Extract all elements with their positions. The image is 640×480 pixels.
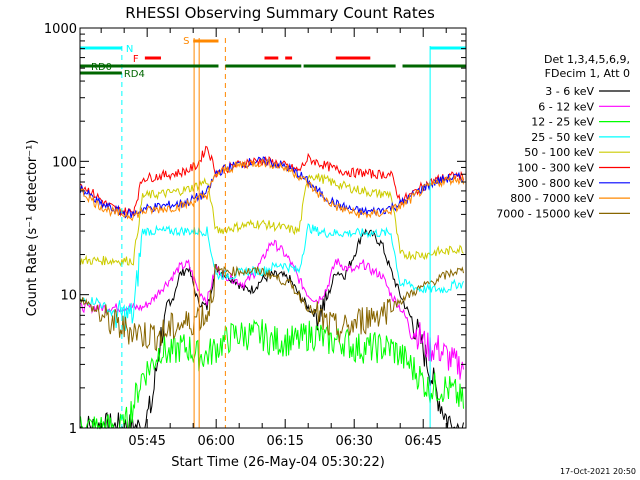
legend-label: 3 - 6 keV xyxy=(545,85,594,98)
series-line-1 xyxy=(80,239,464,380)
legend-header: Det 1,3,4,5,6,9, xyxy=(544,53,630,66)
series-line-5 xyxy=(80,145,464,217)
legend: Det 1,3,4,5,6,9,FDecim 1, Att 0 3 - 6 keV… xyxy=(496,53,630,220)
legend-label: 800 - 7000 keV xyxy=(510,192,594,205)
legend-label: 300 - 800 keV xyxy=(517,177,594,190)
legend-label: 6 - 12 keV xyxy=(538,100,594,113)
night-flag-label: N xyxy=(126,44,133,55)
x-tick-label: 05:45 xyxy=(128,434,165,449)
series-line-2 xyxy=(80,318,464,430)
rd0-flag-label: RD0 xyxy=(91,62,112,73)
x-axis-title: Start Time (26-May-04 05:30:22) xyxy=(171,455,385,470)
series-line-4 xyxy=(80,173,464,267)
series-line-6 xyxy=(80,156,464,219)
chart-title: RHESSI Observing Summary Count Rates xyxy=(125,4,435,22)
series-line-3 xyxy=(80,223,464,331)
legend-label: 25 - 50 keV xyxy=(531,131,594,144)
x-tick-label: 06:45 xyxy=(404,434,441,449)
legend-label: 12 - 25 keV xyxy=(531,116,594,129)
x-tick-label: 06:15 xyxy=(266,434,303,449)
x-tick-label: 06:30 xyxy=(335,434,372,449)
x-axis: 05:45 06:00 06:15 06:30 06:45 xyxy=(100,28,447,449)
y-axis-title: Count Rate (s⁻¹ detector⁻¹) xyxy=(25,140,40,317)
series-line-7 xyxy=(80,157,464,222)
legend-label: 7000 - 15000 keV xyxy=(496,207,594,220)
x-tick-label: 06:00 xyxy=(197,434,234,449)
legend-label: 50 - 100 keV xyxy=(524,146,594,159)
saa-flag-label: S xyxy=(183,36,189,47)
y-tick-label: 100 xyxy=(52,155,77,170)
rd4-flag-label: RD4 xyxy=(124,69,145,80)
legend-label: 100 - 300 keV xyxy=(517,162,594,175)
flare-flag-label: F xyxy=(133,54,139,65)
plot-frame xyxy=(79,27,467,429)
series-line-8 xyxy=(80,263,464,352)
footer-date: 17-Oct-2021 20:50 xyxy=(560,467,636,476)
legend-header: FDecim 1, Att 0 xyxy=(545,67,630,80)
y-tick-label: 1 xyxy=(69,422,77,437)
y-tick-label: 1000 xyxy=(44,22,77,37)
y-axis: 1 10 100 1000 xyxy=(44,22,466,437)
y-tick-label: 10 xyxy=(60,289,77,304)
